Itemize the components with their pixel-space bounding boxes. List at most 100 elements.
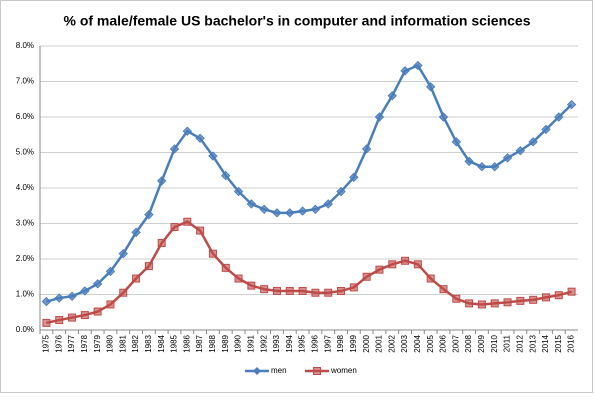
- data-point: [516, 296, 525, 305]
- data-point: [247, 281, 256, 290]
- x-tick-label: 2014: [541, 334, 550, 352]
- data-point: [285, 208, 295, 218]
- data-point: [259, 204, 269, 215]
- x-tick-label: 2004: [413, 334, 422, 352]
- x-tick-label: 1989: [221, 334, 230, 352]
- x-tick-label: 2016: [567, 334, 576, 352]
- data-point: [170, 223, 179, 232]
- x-tick-label: 1985: [170, 334, 179, 352]
- data-point: [156, 176, 167, 186]
- x-tick-label: 2000: [362, 334, 371, 352]
- x-tick-label: 1986: [182, 334, 191, 352]
- y-tick-label: 1.0%: [16, 290, 34, 299]
- data-point: [401, 256, 410, 265]
- data-point: [55, 316, 64, 325]
- x-tick-label: 2012: [515, 334, 524, 352]
- data-point: [105, 266, 116, 277]
- data-point: [272, 286, 281, 295]
- y-tick-label: 5.0%: [16, 148, 34, 157]
- data-point: [42, 318, 51, 327]
- x-tick-label: 2008: [464, 334, 473, 352]
- data-point: [464, 156, 474, 167]
- data-point: [413, 260, 422, 269]
- y-tick-label: 6.0%: [16, 112, 34, 121]
- x-tick-label: 1980: [106, 334, 115, 352]
- data-point: [67, 291, 77, 301]
- data-point: [541, 293, 550, 302]
- data-point: [387, 90, 397, 101]
- data-point: [182, 126, 193, 136]
- x-tick-label: 1983: [144, 334, 153, 352]
- data-point: [503, 298, 512, 307]
- x-tick-label: 2006: [439, 334, 448, 352]
- data-point: [157, 239, 166, 248]
- x-tick-label: 1988: [208, 334, 217, 352]
- x-tick-label: 1978: [80, 334, 89, 352]
- data-point: [310, 204, 321, 215]
- data-point: [54, 293, 64, 303]
- data-point: [336, 186, 346, 197]
- data-point: [260, 285, 269, 294]
- x-tick-label: 1996: [311, 334, 320, 352]
- data-point: [41, 296, 52, 307]
- data-point: [221, 170, 231, 181]
- data-point: [465, 299, 474, 308]
- data-point: [285, 286, 294, 295]
- data-point: [515, 146, 526, 156]
- x-tick-label: 1976: [54, 334, 63, 352]
- x-tick-label: 2003: [400, 334, 409, 352]
- data-point: [477, 161, 487, 172]
- x-tick-label: 2007: [451, 334, 460, 352]
- data-point: [490, 161, 500, 172]
- data-point: [324, 288, 333, 297]
- x-tick-label: 2001: [375, 334, 384, 352]
- data-point: [196, 226, 205, 235]
- data-point: [362, 272, 371, 281]
- data-point: [208, 151, 218, 161]
- data-point: [195, 133, 205, 144]
- x-tick-label: 1981: [118, 334, 127, 352]
- data-point: [92, 279, 103, 289]
- data-point: [118, 248, 128, 259]
- data-point: [541, 124, 551, 135]
- x-tick-label: 1997: [323, 334, 332, 352]
- data-point: [566, 99, 577, 110]
- x-tick-label: 2011: [503, 334, 512, 352]
- data-point: [221, 263, 230, 272]
- data-point: [106, 300, 115, 309]
- x-tick-label: 1992: [259, 334, 268, 352]
- x-tick-label: 2015: [554, 334, 563, 352]
- y-tick-label: 0.0%: [16, 325, 34, 334]
- x-tick-label: 1999: [349, 334, 358, 352]
- data-point: [246, 199, 257, 209]
- legend-label: men: [271, 366, 287, 375]
- x-tick-label: 1979: [93, 334, 102, 352]
- data-point: [452, 294, 461, 303]
- data-point: [400, 66, 410, 76]
- data-point: [337, 286, 346, 295]
- data-point: [374, 112, 385, 122]
- y-tick-label: 2.0%: [16, 254, 34, 263]
- x-tick-label: 2013: [528, 334, 537, 352]
- y-tick-label: 8.0%: [16, 41, 34, 50]
- x-tick-label: 1993: [272, 334, 281, 352]
- x-tick-label: 1982: [131, 334, 140, 352]
- legend-marker: [253, 367, 261, 375]
- y-tick-label: 3.0%: [16, 219, 34, 228]
- data-point: [413, 60, 423, 71]
- data-point: [208, 249, 217, 258]
- data-point: [425, 82, 436, 92]
- x-tick-label: 2002: [387, 334, 396, 352]
- data-point: [554, 112, 564, 122]
- data-point: [68, 313, 77, 322]
- data-point: [490, 299, 499, 308]
- data-point: [169, 144, 180, 154]
- data-point: [451, 137, 462, 147]
- data-point: [477, 300, 486, 309]
- x-tick-label: 1994: [285, 334, 294, 352]
- data-point: [183, 217, 192, 226]
- chart-title: % of male/female US bachelor's in comput…: [63, 13, 530, 29]
- data-point: [119, 288, 128, 297]
- data-point: [272, 208, 282, 218]
